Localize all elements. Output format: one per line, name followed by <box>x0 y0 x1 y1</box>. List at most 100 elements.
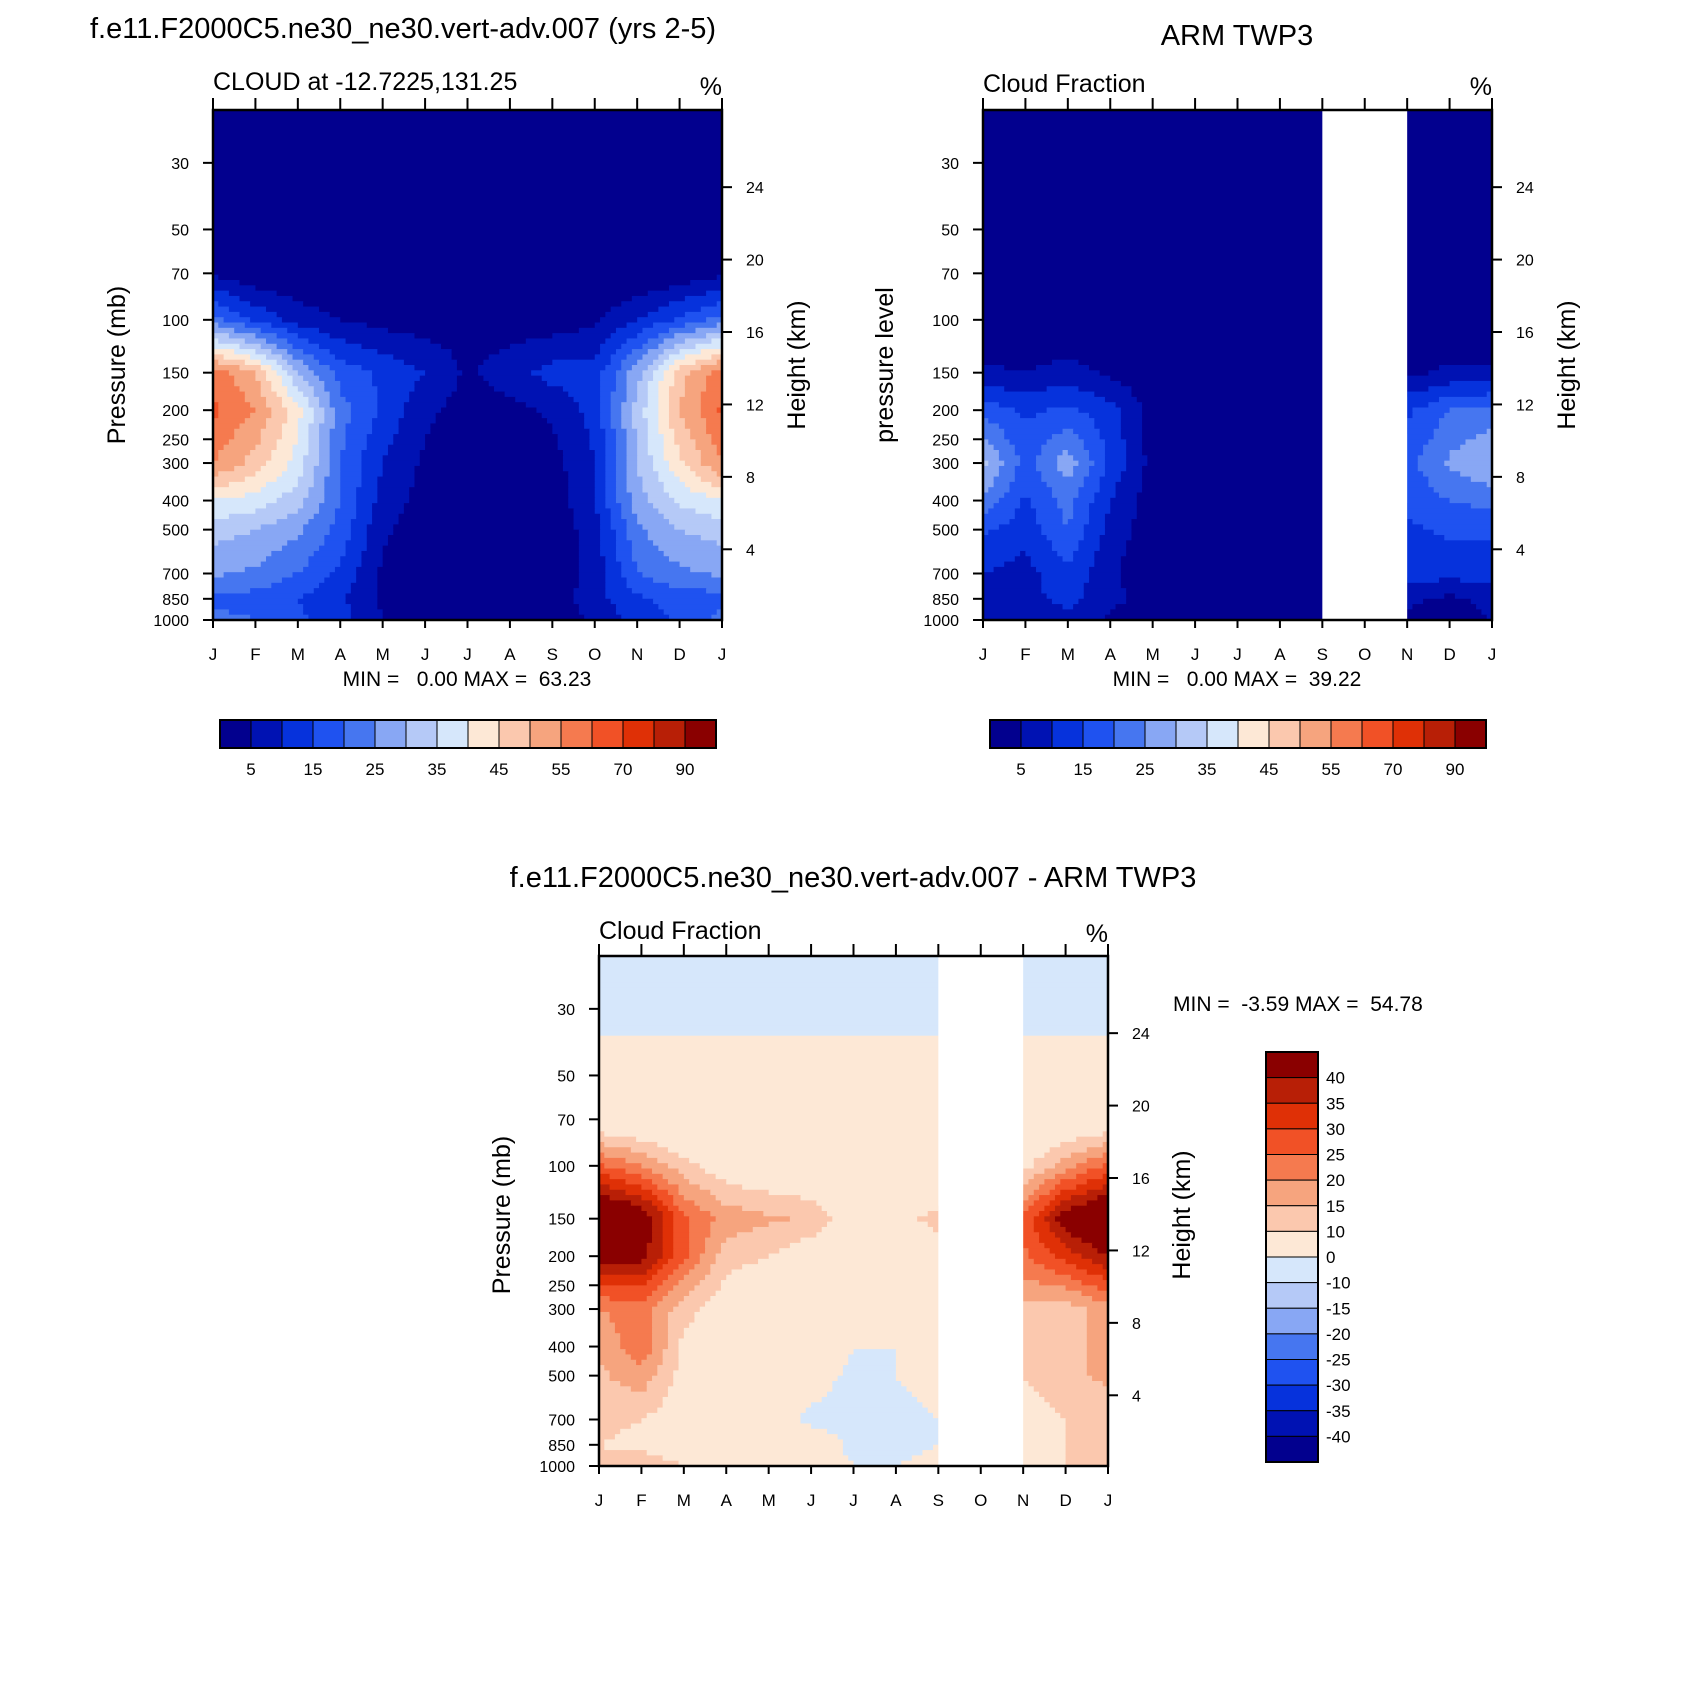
contour-cell <box>657 1407 807 1414</box>
contour-cell <box>631 545 659 552</box>
contour-cell <box>637 434 649 440</box>
contour-cell <box>600 343 622 350</box>
contour-cell <box>557 434 591 440</box>
contour-cell <box>213 343 241 350</box>
contour-cell <box>626 524 644 531</box>
contour-cell <box>716 540 722 547</box>
contour-cell <box>1081 1280 1108 1286</box>
contour-cell <box>276 311 331 318</box>
contour-cell <box>711 338 722 345</box>
contour-cell <box>996 1306 1088 1313</box>
contour-cell <box>234 375 257 382</box>
x-tick-label: N <box>1017 1491 1029 1510</box>
contour-cell <box>287 460 304 467</box>
contour-cell <box>621 412 633 419</box>
contour-cell <box>1089 508 1111 515</box>
contour-cell <box>377 476 416 483</box>
contour-cell <box>313 386 325 393</box>
contour-cell <box>1086 1370 1108 1377</box>
contour-cell <box>668 412 681 419</box>
contour-cell <box>1120 407 1143 414</box>
contour-cell <box>228 306 267 313</box>
contour-cell <box>1131 391 1387 398</box>
contour-cell <box>1142 412 1382 419</box>
contour-cell <box>647 418 659 425</box>
contour-cell <box>647 290 707 297</box>
contour-cell <box>983 365 1005 371</box>
contour-cell <box>483 359 553 366</box>
contour-cell <box>637 359 654 366</box>
contour-cell <box>626 444 638 451</box>
contour-cell <box>1423 471 1461 478</box>
contour-cell <box>213 577 283 584</box>
contour-cell <box>303 375 320 382</box>
missing-data-band <box>938 956 1024 1466</box>
contour-cell <box>244 359 262 366</box>
contour-cell <box>1051 540 1080 547</box>
contour-cell <box>218 540 288 547</box>
contour-cell <box>993 444 1016 451</box>
contour-cell <box>658 380 675 387</box>
contour-cell <box>541 365 606 371</box>
contour-cell <box>340 386 378 393</box>
contour-cell <box>678 1189 711 1196</box>
contour-cell <box>1036 460 1058 467</box>
contour-cell <box>319 460 331 467</box>
contour-cell <box>308 450 320 456</box>
contour-cell <box>700 396 722 403</box>
contour-cell <box>599 1311 611 1318</box>
colorbar-label: -25 <box>1326 1351 1351 1370</box>
contour-cell <box>483 375 543 382</box>
x-tick-label: F <box>1020 645 1030 664</box>
contour-cell <box>1060 1221 1108 1228</box>
contour-cell <box>308 439 320 446</box>
contour-cell <box>658 418 670 425</box>
contour-cell <box>674 370 691 377</box>
contour-cell <box>600 375 617 382</box>
contour-cell <box>213 476 246 483</box>
contour-cell <box>329 391 341 398</box>
contour-cell <box>430 423 553 430</box>
contour-cell <box>605 450 617 456</box>
contour-cell <box>689 1221 711 1228</box>
contour-cell <box>213 210 722 217</box>
contour-cell <box>826 1428 939 1435</box>
contour-cell <box>1065 1450 1108 1456</box>
contour-cell <box>647 311 686 318</box>
contour-cell <box>244 418 267 425</box>
contour-cell <box>250 301 304 308</box>
contour-cell <box>615 434 628 440</box>
colorbar-swatch <box>250 719 283 749</box>
y-tick-label: 700 <box>548 1413 575 1430</box>
contour-cell <box>1412 519 1492 525</box>
contour-cell <box>1120 423 1143 430</box>
contour-cell <box>653 503 681 510</box>
contour-cell <box>1062 471 1074 478</box>
contour-cell <box>605 492 617 499</box>
contour-cell <box>652 1274 669 1281</box>
contour-cell <box>1086 1365 1108 1371</box>
contour-cell <box>478 365 543 371</box>
contour-cell <box>646 1354 664 1361</box>
contour-cell <box>657 1365 680 1371</box>
contour-cell <box>1089 572 1122 579</box>
contour-cell <box>356 508 373 515</box>
contour-cell <box>255 375 267 382</box>
contour-cell <box>706 290 722 297</box>
contour-cell <box>626 391 638 398</box>
contour-cell <box>308 444 320 451</box>
contour-cell <box>213 136 722 143</box>
height-tick-label: 4 <box>746 542 755 559</box>
contour-cell <box>250 412 272 419</box>
contour-cell <box>853 1349 897 1356</box>
contour-cell <box>646 1386 669 1393</box>
contour-cell <box>594 465 606 472</box>
contour-cell <box>525 338 606 345</box>
contour-cell <box>329 572 357 579</box>
contour-cell <box>605 338 628 345</box>
contour-cell <box>663 349 681 355</box>
contour-cell <box>239 343 262 350</box>
contour-cell <box>673 1285 696 1292</box>
contour-cell <box>720 1280 982 1286</box>
contour-cell <box>983 535 1048 541</box>
